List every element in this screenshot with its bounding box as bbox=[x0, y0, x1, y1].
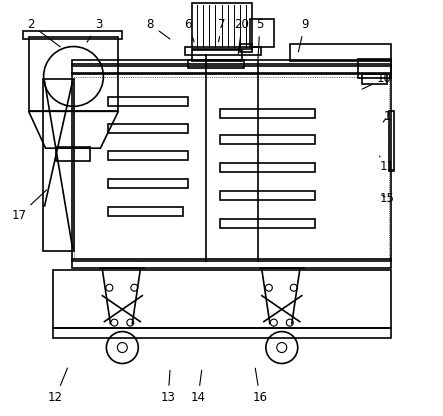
Bar bbox=[220, 191, 315, 200]
Text: 16: 16 bbox=[253, 368, 268, 404]
Bar bbox=[55, 147, 90, 161]
Bar bbox=[220, 109, 315, 118]
Text: 9: 9 bbox=[299, 18, 308, 52]
Bar bbox=[23, 31, 122, 39]
Bar bbox=[43, 79, 74, 251]
Text: 10: 10 bbox=[362, 72, 392, 89]
Bar bbox=[290, 44, 392, 62]
Text: 8: 8 bbox=[147, 18, 170, 39]
Bar bbox=[109, 124, 188, 133]
Bar bbox=[389, 111, 394, 171]
Bar bbox=[220, 135, 315, 144]
Bar bbox=[53, 270, 392, 327]
Text: 20: 20 bbox=[234, 18, 249, 54]
Text: 5: 5 bbox=[256, 18, 264, 59]
Text: 7: 7 bbox=[218, 18, 226, 42]
Bar bbox=[109, 97, 188, 106]
Bar bbox=[188, 60, 244, 69]
Bar bbox=[73, 60, 392, 67]
Bar bbox=[109, 207, 183, 216]
Bar bbox=[74, 77, 389, 259]
Bar bbox=[192, 50, 242, 62]
Text: 15: 15 bbox=[380, 191, 395, 205]
Bar bbox=[192, 2, 252, 49]
Text: 6: 6 bbox=[184, 18, 194, 42]
Bar bbox=[250, 19, 274, 47]
Bar bbox=[220, 219, 315, 228]
Bar bbox=[358, 59, 392, 79]
Bar bbox=[73, 74, 392, 261]
Bar bbox=[29, 37, 118, 111]
Text: 12: 12 bbox=[48, 368, 67, 404]
Text: 3: 3 bbox=[87, 18, 102, 42]
Bar bbox=[361, 74, 388, 84]
Bar bbox=[53, 327, 392, 337]
Text: 2: 2 bbox=[27, 18, 60, 47]
Text: 13: 13 bbox=[161, 370, 175, 404]
Bar bbox=[73, 259, 392, 268]
Text: 11: 11 bbox=[380, 156, 395, 173]
Bar bbox=[109, 151, 188, 160]
Bar bbox=[73, 64, 392, 74]
Text: 14: 14 bbox=[190, 370, 206, 404]
Bar bbox=[109, 179, 188, 188]
Bar bbox=[240, 44, 252, 52]
Text: 17: 17 bbox=[11, 190, 47, 223]
Bar bbox=[220, 163, 315, 172]
Bar bbox=[185, 47, 261, 54]
Text: 1: 1 bbox=[383, 110, 391, 123]
